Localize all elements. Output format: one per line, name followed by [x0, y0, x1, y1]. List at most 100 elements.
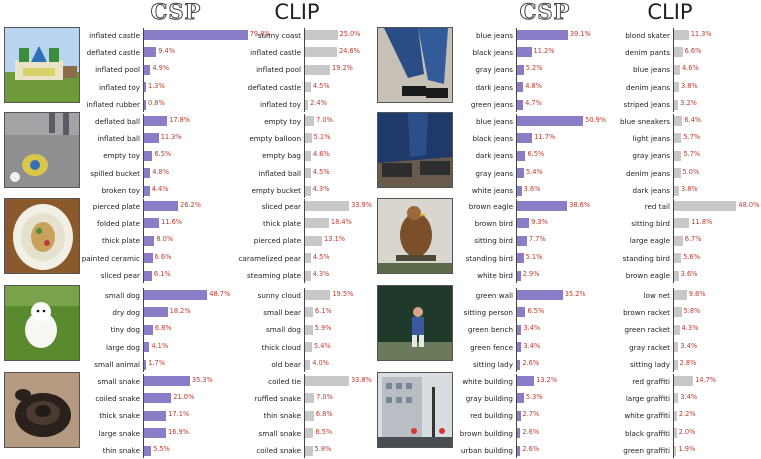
chart-decorative-plate-csp-value-label: 26.2%: [180, 200, 201, 209]
chart-eagle-on-perch-csp-label: standing bird: [465, 253, 513, 263]
chart-jeans-shoes-csp-label: gray jeans: [475, 168, 513, 178]
chart-bouncy-castle-csp-value-label: 0.8%: [148, 99, 165, 108]
chart-jeans-shoes-csp-axis: [516, 114, 517, 198]
chart-jeans-skater-clip-value-label: 3.2%: [680, 99, 697, 108]
chart-tennis-player-wall-clip-bar: [674, 290, 687, 300]
chart-eagle-on-perch-csp-value-label: 7.7%: [529, 235, 546, 244]
chart-eagle-on-perch-clip-bar: [674, 218, 690, 229]
chart-ball-on-pavement-clip-label: empty bucket: [251, 186, 301, 196]
chart-jeans-skater-clip-label: denim pants: [625, 47, 670, 57]
chart-jeans-shoes-csp-label: blue jeans: [476, 116, 513, 126]
chart-ball-on-pavement-clip-bar: [305, 133, 312, 144]
chart-bouncy-castle-clip-label: inflated toy: [259, 100, 301, 110]
chart-ball-on-pavement-clip-bar: [305, 168, 311, 179]
chart-building-street-csp-value-label: 2.6%: [522, 445, 540, 454]
chart-ball-on-pavement-csp-value-label: 11.3%: [160, 132, 182, 141]
chart-bouncy-castle-clip-label: sunny coast: [257, 30, 301, 40]
chart-jeans-skater-clip-label: blond skater: [625, 30, 670, 40]
chart-eagle-on-perch-csp-value-label: 9.3%: [531, 217, 548, 226]
chart-jeans-skater-csp-value-label: 11.2%: [533, 46, 555, 55]
jeans-shoes-photo: [377, 112, 453, 188]
clip-header-right: CLIP: [647, 0, 693, 24]
chart-coiled-snake-clip-axis: [304, 374, 305, 458]
chart-white-dog-on-grass-csp-value-label: 1.7%: [148, 359, 165, 368]
chart-bouncy-castle-csp-bar: [144, 64, 151, 75]
chart-jeans-skater-csp-value-label: 4.8%: [525, 81, 542, 90]
chart-ball-on-pavement-csp-bar: [144, 116, 168, 126]
chart-decorative-plate-clip-value-label: 13.1%: [324, 235, 345, 244]
chart-eagle-on-perch-clip-value-label: 3.6%: [680, 270, 698, 279]
chart-tennis-player-wall-clip-label: green racket: [624, 325, 670, 335]
chart-ball-on-pavement-clip-label: inflated ball: [258, 168, 301, 178]
chart-jeans-shoes-csp-bar: [517, 168, 525, 179]
chart-bouncy-castle-clip-value-label: 24.6%: [338, 46, 360, 55]
chart-coiled-snake-clip-label: coiled tie: [268, 376, 301, 386]
chart-eagle-on-perch-csp-value-label: 5.1%: [525, 252, 543, 261]
chart-tennis-player-wall-clip-value-label: 2.8%: [679, 359, 697, 368]
chart-eagle-on-perch-clip-value-label: 6.7%: [684, 235, 702, 244]
chart-tennis-player-wall-csp-value-label: 3.4%: [523, 341, 541, 350]
chart-bouncy-castle-csp-bar: [144, 82, 146, 93]
chart-white-dog-on-grass-clip-value-label: 5.9%: [314, 324, 332, 333]
chart-jeans-shoes-csp-bar: [517, 150, 526, 161]
chart-ball-on-pavement-csp-label: deflated ball: [95, 116, 140, 126]
chart-eagle-on-perch-csp-value-label: 38.6%: [569, 200, 591, 209]
chart-building-street-clip-label: black graffiti: [624, 428, 670, 438]
chart-jeans-skater-csp-value-label: 39.1%: [569, 29, 591, 38]
chart-decorative-plate-csp-bar: [144, 235, 155, 246]
chart-jeans-shoes-clip-value-label: 5.7%: [683, 150, 701, 159]
chart-building-street-csp-bar: [517, 410, 521, 421]
chart-tennis-player-wall-csp-bar: [517, 342, 522, 353]
chart-eagle-on-perch-csp-axis: [516, 199, 517, 283]
chart-building-street-clip-bar: [674, 445, 677, 456]
chart-decorative-plate-csp-bar: [144, 218, 160, 229]
chart-ball-on-pavement-clip-value-label: 5.1%: [313, 132, 331, 141]
chart-coiled-snake-csp-label: small snake: [97, 376, 140, 386]
chart-jeans-shoes-csp-label: dark jeans: [475, 151, 514, 161]
chart-decorative-plate-csp-label: folded plate: [97, 218, 140, 228]
chart-eagle-on-perch-csp-label: sitting bird: [474, 236, 513, 246]
chart-jeans-skater-clip-label: denim jeans: [626, 82, 670, 92]
chart-eagle-on-perch-clip-value-label: 11.8%: [691, 217, 713, 226]
chart-eagle-on-perch-clip-value-label: 5.6%: [683, 252, 701, 261]
chart-bouncy-castle-csp-label: inflated toy: [98, 82, 140, 92]
chart-jeans-skater-csp-bar: [517, 47, 532, 58]
chart-white-dog-on-grass-csp-value-label: 6.8%: [154, 324, 172, 333]
chart-jeans-skater-csp-label: gray jeans: [475, 65, 513, 75]
chart-decorative-plate-clip-bar: [305, 235, 323, 246]
chart-coiled-snake-clip-value-label: 7.0%: [316, 392, 333, 401]
chart-ball-on-pavement-csp-label: broken toy: [101, 186, 140, 196]
chart-jeans-skater-clip-value-label: 3.8%: [680, 81, 698, 90]
chart-white-dog-on-grass-csp-value-label: 4.1%: [151, 341, 169, 350]
chart-ball-on-pavement-csp-label: empty toy: [103, 151, 140, 161]
chart-ball-on-pavement-clip-value-label: 4.6%: [312, 150, 330, 159]
chart-coiled-snake-csp-value-label: 35.3%: [191, 375, 213, 384]
chart-coiled-snake-csp-value-label: 5.5%: [153, 445, 170, 454]
chart-decorative-plate-clip-label: thick plate: [263, 218, 301, 228]
chart-ball-on-pavement-clip-bar: [305, 116, 315, 126]
chart-decorative-plate-clip-label: pierced plate: [253, 236, 301, 246]
chart-coiled-snake-csp-bar: [144, 428, 166, 439]
chart-bouncy-castle-csp-value-label: 1.3%: [148, 81, 165, 90]
chart-building-street-clip-label: large graffiti: [625, 393, 670, 403]
chart-ball-on-pavement-csp-value-label: 17.8%: [169, 115, 191, 124]
chart-white-dog-on-grass-csp-value-label: 18.2%: [169, 306, 191, 315]
chart-coiled-snake-clip-label: coiled snake: [256, 446, 301, 456]
chart-white-dog-on-grass-clip-label: small dog: [266, 325, 301, 335]
chart-coiled-snake-csp-value-label: 16.9%: [167, 427, 189, 436]
chart-white-dog-on-grass-clip-bar: [305, 307, 313, 318]
chart-coiled-snake-csp-bar: [144, 376, 190, 386]
chart-ball-on-pavement-clip-label: empty balloon: [249, 133, 301, 143]
chart-decorative-plate-csp-bar: [144, 253, 153, 264]
chart-jeans-shoes-clip-label: dark jeans: [632, 186, 671, 196]
chart-jeans-skater-clip-bar: [674, 47, 683, 58]
chart-ball-on-pavement-clip-label: empty toy: [264, 116, 301, 126]
chart-jeans-skater-clip-bar: [674, 82, 679, 93]
chart-coiled-snake-clip-bar: [305, 445, 313, 456]
chart-tennis-player-wall-csp-label: green bench: [467, 325, 513, 335]
chart-coiled-snake-csp-bar: [144, 410, 167, 421]
white-dog-on-grass-photo: [4, 285, 80, 361]
chart-eagle-on-perch-csp-label: brown eagle: [468, 201, 513, 211]
chart-tennis-player-wall-csp-label: green wall: [475, 290, 513, 300]
chart-jeans-shoes-csp-value-label: 6.5%: [527, 150, 545, 159]
